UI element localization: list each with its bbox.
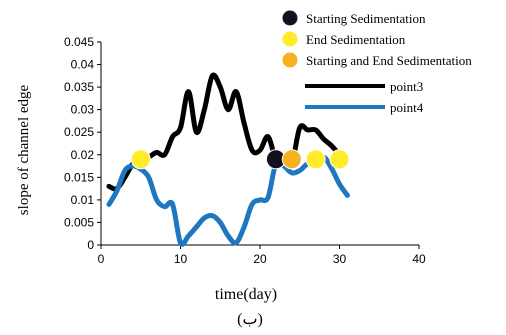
legend-marker <box>282 10 298 26</box>
legend-marker <box>282 52 298 68</box>
y-tick-label: 0.025 <box>64 125 94 139</box>
legend-marker <box>282 31 298 47</box>
marker-point <box>329 149 350 170</box>
y-tick-label: 0.035 <box>64 80 94 94</box>
x-tick-label: 40 <box>412 252 426 266</box>
x-tick-label: 30 <box>333 252 347 266</box>
x-axis-label: time(day) <box>215 286 277 303</box>
marker-point <box>305 149 326 170</box>
legend: Starting Sedimentation End Sedimentation S… <box>282 10 472 115</box>
legend-line-label: point4 <box>390 100 424 115</box>
marker-point <box>281 149 302 170</box>
axes: 0 0.005 0.01 0.015 0.02 0.025 0.03 0.035 0.04 0.0… <box>64 35 426 266</box>
legend-marker-label: Starting Sedimentation <box>306 11 426 26</box>
y-tick-label: 0.03 <box>71 103 95 117</box>
y-tick-label: 0.02 <box>71 148 95 162</box>
y-tick-label: 0.045 <box>64 35 94 49</box>
x-tick-label: 20 <box>253 252 267 266</box>
x-tick-label: 10 <box>174 252 188 266</box>
x-tick-label: 0 <box>98 252 105 266</box>
series-line-point4 <box>106 154 350 247</box>
legend-line-label: point3 <box>390 79 423 94</box>
y-tick-label: 0.015 <box>64 170 94 184</box>
marker-layer <box>130 149 350 170</box>
legend-marker-label: End Sedimentation <box>306 32 406 47</box>
figure-caption: (ب) <box>237 311 263 328</box>
y-tick-label: 0.005 <box>64 215 94 229</box>
y-tick-label: 0.01 <box>71 193 95 207</box>
y-tick-label: 0.04 <box>71 58 95 72</box>
marker-point <box>130 149 151 170</box>
legend-marker-label: Starting and End Sedimentation <box>306 53 472 68</box>
y-tick-label: 0 <box>87 238 94 252</box>
y-axis-label: slope of channel edge <box>16 84 32 215</box>
